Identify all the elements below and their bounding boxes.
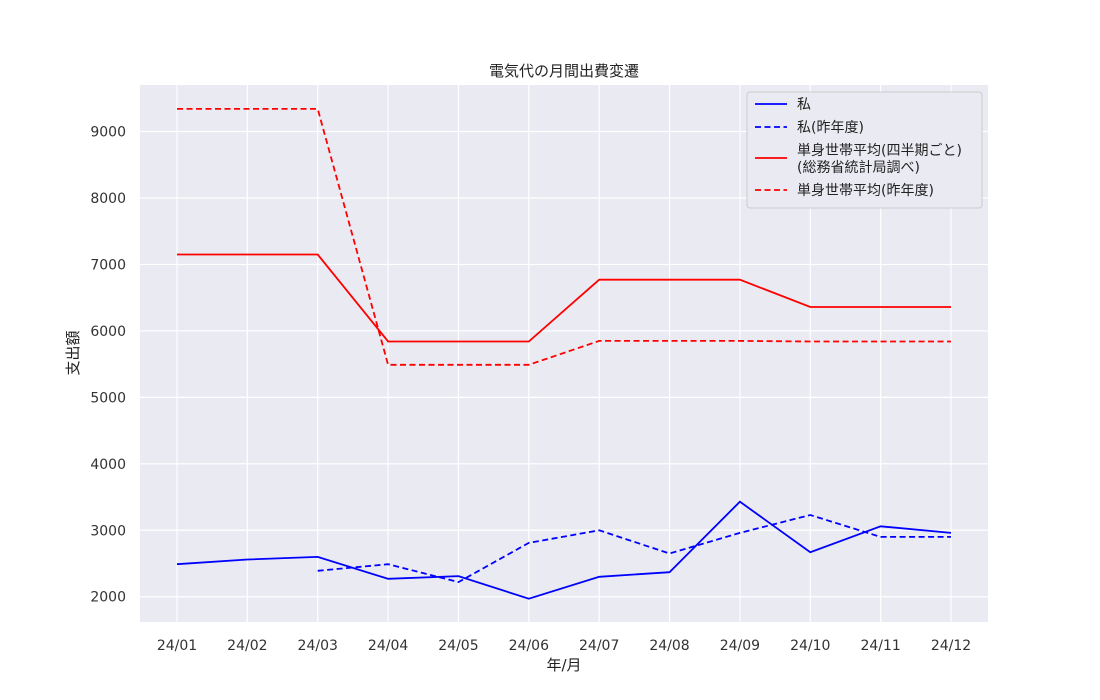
x-tick-label: 24/11 <box>860 638 900 654</box>
x-tick-label: 24/08 <box>649 638 689 654</box>
y-tick-label: 2000 <box>90 590 126 606</box>
x-tick-label: 24/09 <box>720 638 760 654</box>
y-axis-label: 支出額 <box>64 330 82 375</box>
y-tick-label: 3000 <box>90 523 126 539</box>
series-group <box>176 108 952 600</box>
legend-label-1: 私 <box>797 97 811 113</box>
x-tick-label: 24/06 <box>509 638 549 654</box>
legend-label-3: (総務省統計局調べ) <box>797 160 920 176</box>
series-line-3 <box>177 253 951 343</box>
x-tick-label: 24/01 <box>157 638 197 654</box>
series-line-4 <box>177 108 951 366</box>
legend-label-2: 私(昨年度) <box>797 120 864 136</box>
y-tick-label: 9000 <box>90 125 126 141</box>
chart-title: 電気代の月間出費変遷 <box>489 62 639 80</box>
x-tick-label: 24/12 <box>931 638 971 654</box>
x-tick-label: 24/10 <box>790 638 830 654</box>
x-tick-label: 24/07 <box>579 638 619 654</box>
y-tick-label: 5000 <box>90 390 126 406</box>
legend-label-4: 単身世帯平均(昨年度) <box>797 183 934 199</box>
y-tick-label: 7000 <box>90 257 126 273</box>
x-tick-label: 24/05 <box>438 638 478 654</box>
y-tick-label: 4000 <box>90 457 126 473</box>
x-tick-labels: 24/01 24/02 24/03 24/04 24/05 24/06 24/07 24/08… <box>157 638 971 654</box>
series-line-2 <box>317 514 951 584</box>
x-tick-label: 24/04 <box>368 638 408 654</box>
x-tick-label: 24/03 <box>298 638 338 654</box>
legend-box <box>746 91 983 209</box>
y-tick-label: 8000 <box>90 191 126 207</box>
x-axis-label: 年/月 <box>546 656 581 674</box>
x-tick-label: 24/02 <box>227 638 267 654</box>
legend-label-3: 単身世帯平均(四半期ごと) <box>797 143 962 159</box>
y-tick-label: 6000 <box>90 324 126 340</box>
legend: 私私(昨年度) 単身世帯平均(四半期ごと)(総務省統計局調べ) 単身世帯平均(昨年度… <box>746 91 983 209</box>
series-line-1 <box>176 500 952 600</box>
y-tick-labels: 2000 3000 4000 5000 6000 7000 8000 9000 <box>90 125 126 606</box>
